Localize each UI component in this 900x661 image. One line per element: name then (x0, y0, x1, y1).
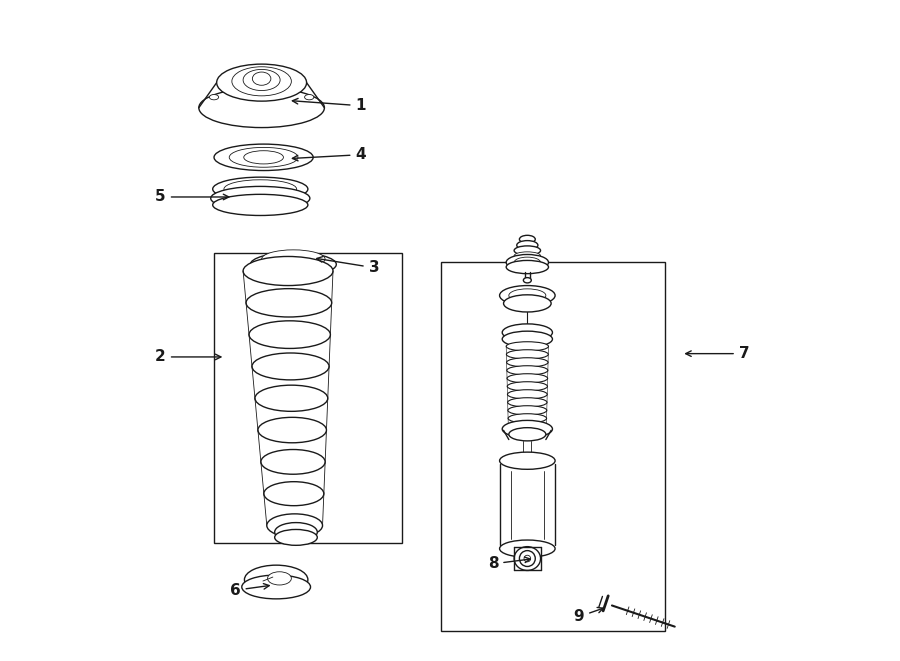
Ellipse shape (506, 254, 548, 270)
Text: 6: 6 (230, 583, 269, 598)
Bar (441, 262, 665, 631)
Ellipse shape (507, 373, 547, 383)
Ellipse shape (250, 253, 337, 276)
Ellipse shape (508, 414, 546, 423)
Ellipse shape (249, 321, 330, 348)
Ellipse shape (262, 250, 325, 268)
Ellipse shape (524, 278, 531, 283)
Text: 8: 8 (488, 557, 530, 571)
Ellipse shape (264, 482, 324, 506)
Text: 2: 2 (155, 350, 220, 364)
Ellipse shape (508, 406, 547, 415)
Ellipse shape (232, 67, 292, 96)
Ellipse shape (500, 452, 555, 469)
Ellipse shape (274, 529, 318, 545)
Ellipse shape (508, 422, 546, 431)
Ellipse shape (508, 382, 547, 391)
Text: 7: 7 (686, 346, 750, 361)
Ellipse shape (252, 72, 271, 85)
Ellipse shape (506, 260, 548, 274)
Ellipse shape (224, 180, 297, 198)
Text: 4: 4 (292, 147, 366, 162)
Ellipse shape (507, 358, 548, 367)
Text: 9: 9 (573, 607, 603, 624)
Ellipse shape (243, 69, 280, 91)
Bar (214, 253, 402, 543)
Ellipse shape (503, 295, 551, 312)
Ellipse shape (199, 88, 324, 128)
Ellipse shape (500, 540, 555, 557)
Ellipse shape (242, 575, 310, 599)
Ellipse shape (502, 331, 553, 347)
Ellipse shape (514, 252, 541, 260)
Ellipse shape (304, 95, 314, 100)
Text: 5: 5 (155, 190, 229, 204)
Ellipse shape (524, 555, 531, 562)
Text: 1: 1 (292, 98, 366, 113)
Ellipse shape (212, 177, 308, 201)
Ellipse shape (246, 289, 332, 317)
Ellipse shape (230, 147, 298, 167)
Ellipse shape (506, 342, 548, 351)
Ellipse shape (258, 417, 327, 443)
Ellipse shape (519, 235, 536, 243)
Ellipse shape (255, 385, 328, 411)
Ellipse shape (500, 286, 555, 305)
Ellipse shape (274, 523, 318, 541)
Ellipse shape (210, 95, 219, 100)
Ellipse shape (267, 572, 292, 585)
Ellipse shape (508, 289, 545, 302)
Ellipse shape (508, 428, 545, 441)
Ellipse shape (212, 194, 308, 215)
Ellipse shape (502, 420, 553, 438)
Ellipse shape (266, 514, 322, 537)
Ellipse shape (252, 353, 329, 380)
Ellipse shape (244, 151, 284, 164)
Ellipse shape (508, 390, 547, 399)
Ellipse shape (507, 366, 548, 375)
Ellipse shape (519, 551, 536, 566)
Text: 3: 3 (317, 256, 379, 275)
Ellipse shape (508, 398, 547, 407)
Ellipse shape (507, 350, 548, 359)
Ellipse shape (261, 449, 325, 474)
Ellipse shape (517, 241, 538, 250)
Ellipse shape (514, 547, 541, 570)
Ellipse shape (514, 246, 541, 255)
Ellipse shape (514, 257, 541, 268)
Ellipse shape (211, 186, 310, 210)
Ellipse shape (243, 256, 333, 286)
Ellipse shape (214, 144, 313, 171)
Ellipse shape (217, 64, 307, 101)
Ellipse shape (502, 324, 553, 341)
Ellipse shape (245, 565, 308, 594)
